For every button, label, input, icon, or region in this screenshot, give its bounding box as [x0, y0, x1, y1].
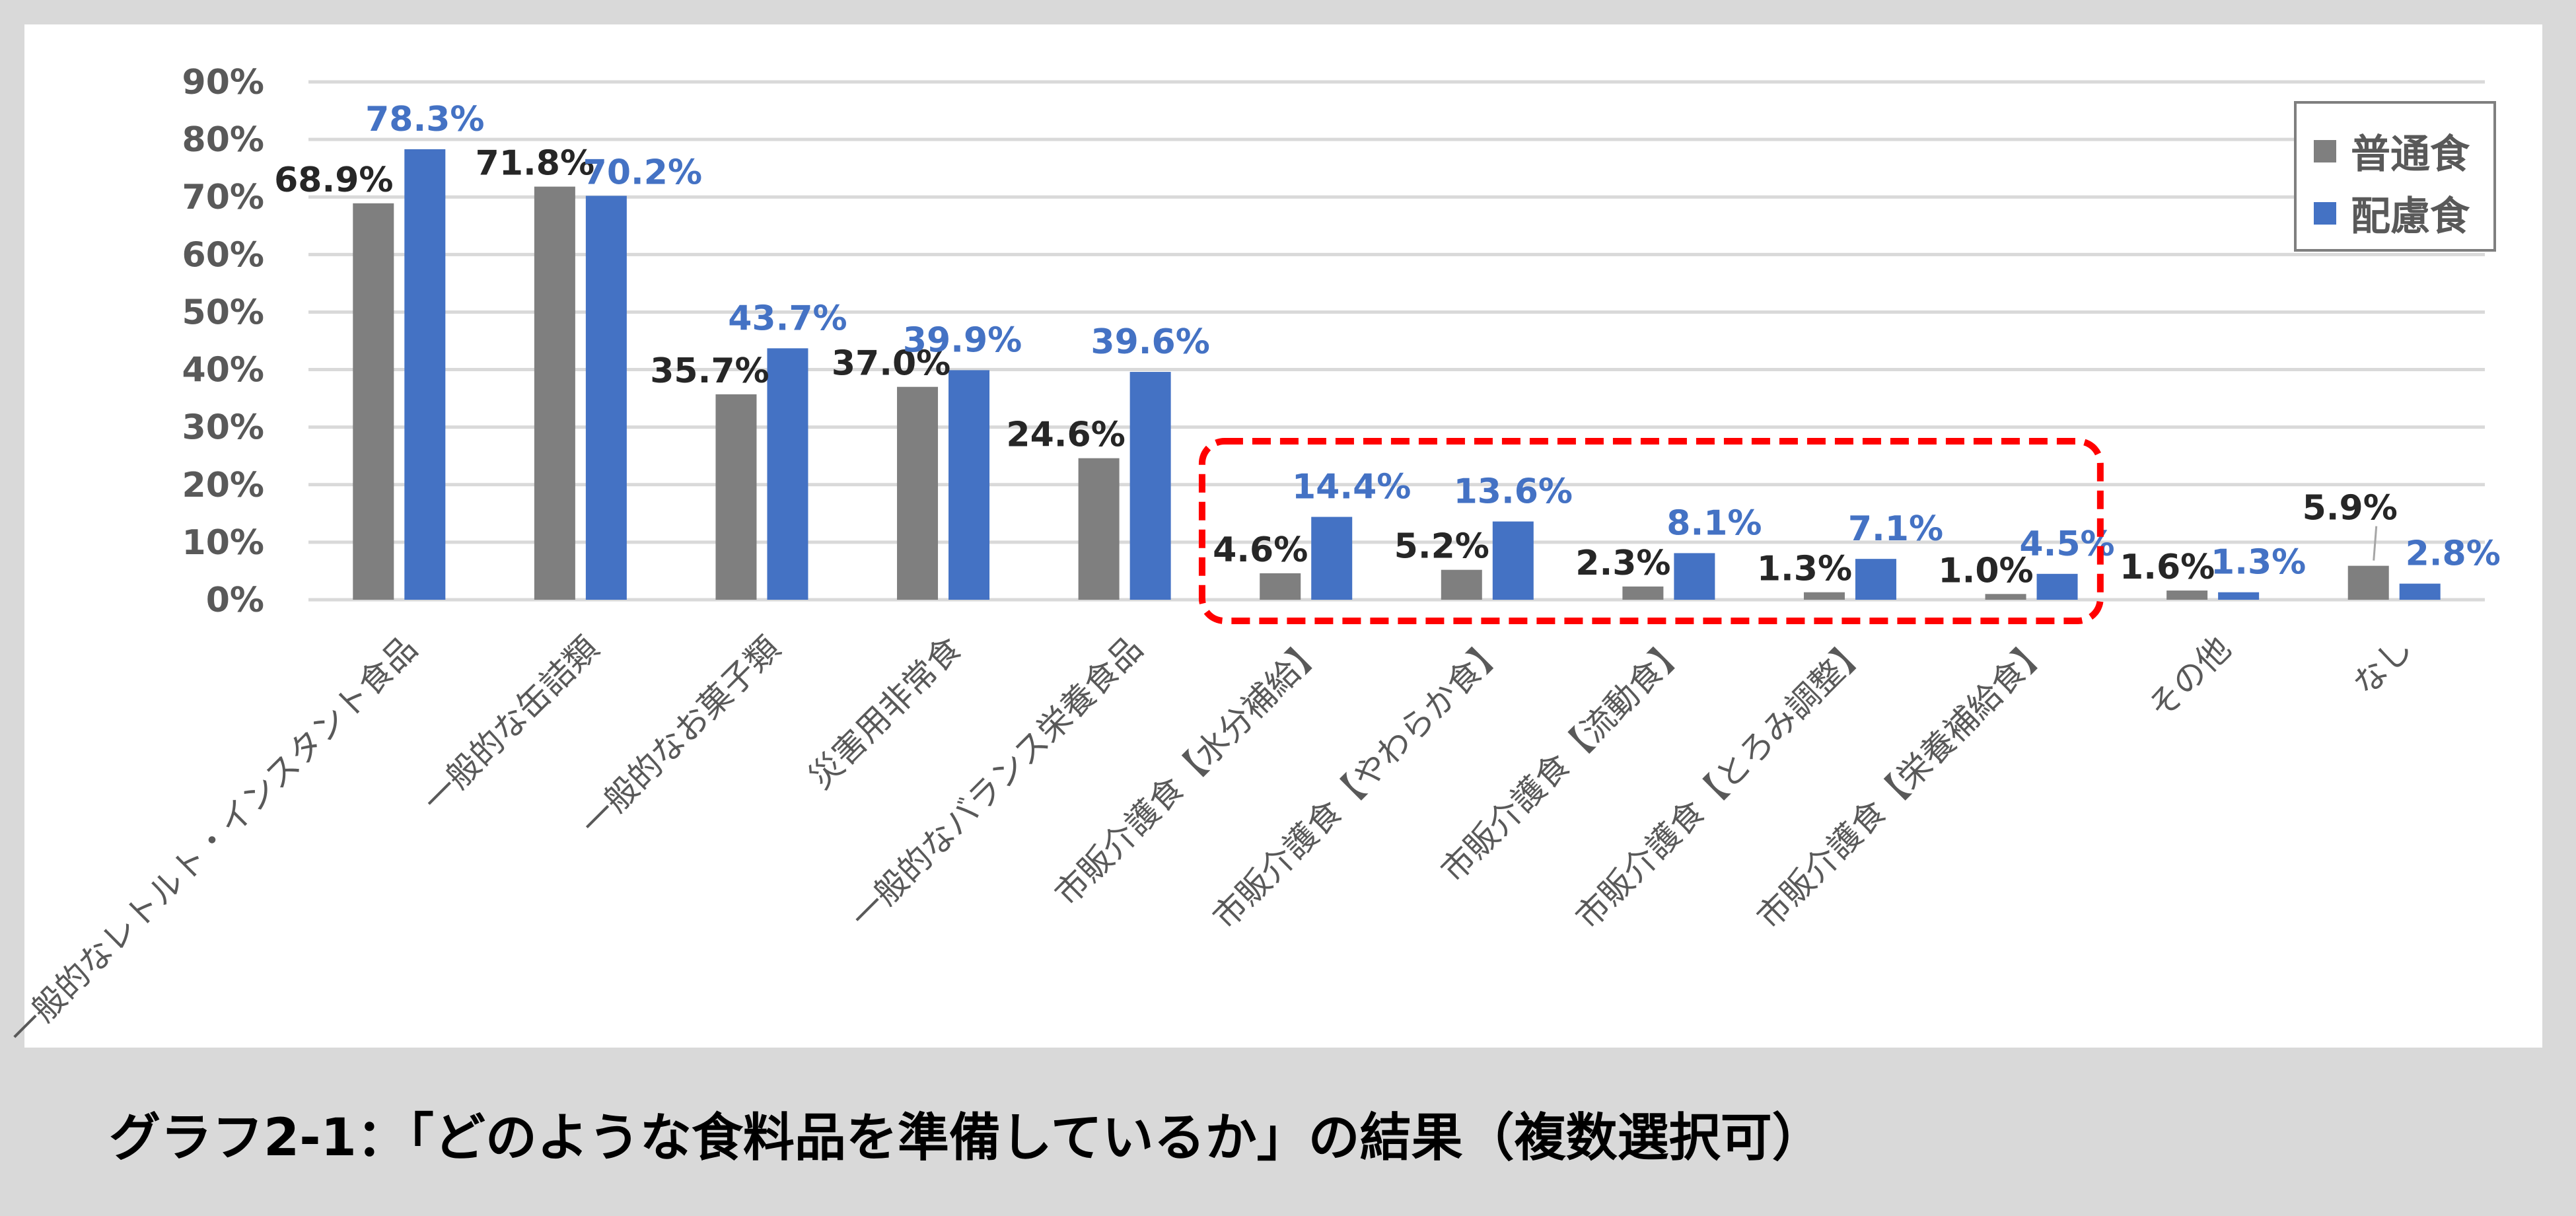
- bar-normal: [1441, 569, 1482, 600]
- y-tick-label: 80%: [182, 120, 264, 160]
- leader-line: [2373, 526, 2378, 561]
- chart-caption: グラフ2-1：「どのような食料品を準備しているか」の結果（複数選択可）: [109, 1108, 1824, 1168]
- data-label-normal: 71.8%: [476, 144, 594, 184]
- data-label-normal: 68.9%: [274, 161, 393, 200]
- bar-normal: [1078, 458, 1120, 600]
- x-category-label: 市販介護食【とろみ調整】: [1568, 629, 1875, 936]
- y-tick-label: 20%: [182, 466, 264, 505]
- y-tick-label: 10%: [182, 523, 264, 563]
- highlight-box: [1198, 438, 2104, 624]
- bar-normal: [715, 394, 757, 600]
- x-category-label: 一般的なお菓子類: [573, 629, 787, 843]
- bar-normal: [1260, 573, 1301, 600]
- x-category-label: 市販介護食【栄養補給食】: [1750, 629, 2057, 936]
- bar-normal: [1622, 586, 1664, 600]
- y-tick-label: 60%: [182, 235, 264, 275]
- bar-special: [767, 348, 808, 600]
- bar-special: [2036, 573, 2078, 600]
- x-category-label: 災害用非常食: [801, 629, 968, 796]
- data-label-special: 78.3%: [365, 100, 484, 139]
- gridlines: [308, 80, 2485, 602]
- legend-label-special: 配慮食: [2351, 194, 2470, 240]
- bar-special: [585, 196, 627, 600]
- bar-special: [948, 370, 990, 600]
- data-label-special: 8.1%: [1666, 503, 1762, 543]
- bar-normal: [1803, 592, 1845, 600]
- bar-normal: [353, 203, 394, 600]
- bar-normal: [2166, 590, 2208, 600]
- data-label-normal: 24.6%: [1006, 415, 1125, 455]
- x-category-label: その他: [2141, 629, 2238, 726]
- x-category-label: 一般的なレトルト・インスタント食品: [1, 629, 424, 1052]
- data-label-normal: 1.6%: [2120, 548, 2215, 587]
- x-category-label: 一般的なバランス栄養食品: [843, 629, 1151, 936]
- data-label-special: 7.1%: [1848, 509, 1943, 549]
- legend-label-normal: 普通食: [2351, 131, 2470, 178]
- data-label-special: 1.3%: [2211, 543, 2306, 583]
- bar-special: [1674, 553, 1715, 600]
- y-axis-ticks: 0% 10% 20% 30% 40% 50% 60% 70% 80% 90%: [182, 63, 264, 620]
- y-tick-label: 90%: [182, 63, 264, 102]
- data-label-normal: 35.7%: [650, 351, 769, 391]
- data-label-special: 70.2%: [583, 153, 702, 192]
- bar-special: [1855, 559, 1896, 600]
- data-label-normal: 5.9%: [2303, 489, 2398, 528]
- legend: 普通食 配慮食: [2294, 101, 2496, 252]
- bars: [353, 149, 2441, 600]
- bar-special: [2399, 583, 2441, 600]
- data-label-normal: 1.0%: [1938, 551, 2033, 590]
- data-label-normal: 1.3%: [1757, 550, 1852, 589]
- y-tick-label: 50%: [182, 293, 264, 332]
- data-label-special: 13.6%: [1454, 472, 1573, 512]
- data-label-special: 39.6%: [1091, 322, 1209, 362]
- legend-item-normal: 普通食: [2314, 122, 2470, 180]
- legend-swatch-normal-icon: [2314, 139, 2336, 162]
- data-label-normal: 4.6%: [1213, 530, 1308, 570]
- legend-swatch-special-icon: [2314, 201, 2336, 225]
- y-tick-label: 40%: [182, 351, 264, 390]
- data-label-normal: 2.3%: [1575, 544, 1670, 583]
- x-category-label: なし: [2345, 629, 2419, 703]
- data-label-normal: 37.0%: [832, 344, 950, 384]
- y-tick-label: 30%: [182, 408, 264, 448]
- bar-normal: [1985, 594, 2026, 600]
- data-labels: 68.9% 78.3% 71.8%70.2% 35.7% 43.7% 37.0%39.9%…: [274, 100, 2501, 590]
- highlight-dashed-box: [1198, 438, 2104, 624]
- data-label-special: 14.4%: [1292, 468, 1411, 507]
- data-label-special: 43.7%: [728, 299, 847, 338]
- bar-normal: [897, 386, 939, 600]
- bar-normal: [534, 186, 575, 600]
- y-tick-label: 0%: [206, 581, 264, 620]
- bar-special: [1129, 372, 1171, 600]
- bar-normal: [2347, 565, 2389, 600]
- data-label-special: 39.9%: [903, 320, 1022, 360]
- x-category-label: 市販介護食【やわらか食】: [1205, 629, 1513, 936]
- bar-special: [2218, 592, 2260, 600]
- bar-special: [1311, 517, 1353, 600]
- legend-item-special: 配慮食: [2314, 184, 2470, 242]
- x-category-label: 一般的な缶詰類: [415, 629, 606, 819]
- bar-special: [1492, 521, 1534, 600]
- y-tick-label: 70%: [182, 178, 264, 217]
- bar-special: [404, 149, 446, 600]
- data-label-special: 2.8%: [2406, 534, 2501, 574]
- data-label-normal: 5.2%: [1394, 527, 1489, 567]
